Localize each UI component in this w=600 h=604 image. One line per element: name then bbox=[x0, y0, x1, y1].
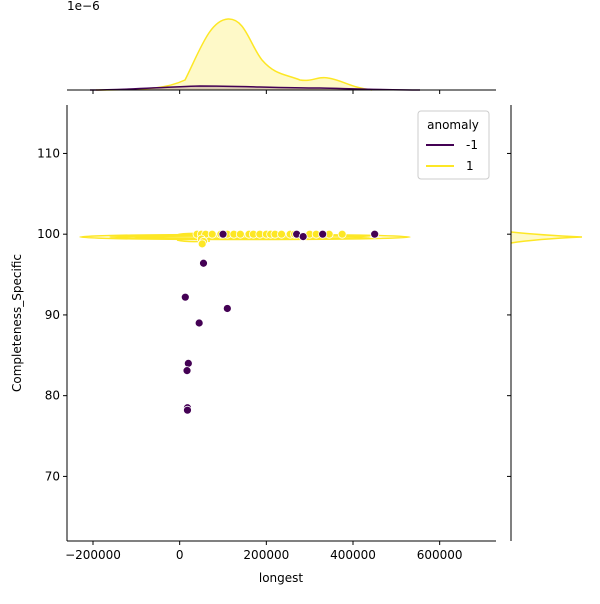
top-marginal-kde: 1e−6 bbox=[67, 0, 496, 94]
point-anomaly-1 bbox=[207, 229, 217, 239]
point-anomaly-1 bbox=[277, 229, 286, 239]
x-tick-label: −200000 bbox=[65, 548, 121, 562]
point-anomaly-1 bbox=[197, 239, 207, 249]
point-anomaly-neg1 bbox=[194, 318, 204, 328]
point-anomaly-neg1 bbox=[199, 258, 208, 268]
scatter-points bbox=[180, 229, 380, 415]
y-axis-title: Completeness_Specific bbox=[10, 254, 24, 392]
main-axes: −200000 0 200000 400000 600000 708090100110 … bbox=[10, 105, 496, 585]
legend: anomaly -1 1 bbox=[417, 110, 490, 180]
point-anomaly-neg1 bbox=[318, 229, 328, 239]
y-tick-label: 70 bbox=[45, 469, 60, 483]
y-axis-ticks: 70 80 90 100 110 bbox=[37, 146, 67, 483]
kde-fill-anomaly-1 bbox=[96, 18, 372, 90]
top-marginal-scale-label: 1e−6 bbox=[67, 0, 100, 13]
point-anomaly-neg1 bbox=[183, 405, 192, 415]
point-anomaly-neg1 bbox=[298, 232, 308, 242]
y-tick-label: 80 bbox=[45, 389, 60, 403]
right-marginal-ticks bbox=[507, 152, 511, 477]
kde-line-anomaly-neg1 bbox=[89, 85, 421, 91]
point-anomaly-neg1 bbox=[182, 366, 192, 376]
x-tick-label: 200000 bbox=[243, 548, 289, 562]
y-tick-label: 100 bbox=[37, 227, 60, 241]
x-axis-ticks: −200000 0 200000 400000 600000 bbox=[65, 541, 463, 562]
point-anomaly-1 bbox=[337, 229, 347, 239]
x-tick-label: 0 bbox=[176, 548, 184, 562]
y-tick-label: 110 bbox=[37, 146, 60, 160]
y-tick-label: 90 bbox=[45, 308, 60, 322]
right-marginal-kde bbox=[507, 105, 583, 541]
x-axis-title: longest bbox=[259, 571, 304, 585]
point-anomaly-neg1 bbox=[218, 229, 228, 239]
kde-line-right-anomaly-1 bbox=[510, 231, 583, 244]
legend-title: anomaly bbox=[427, 118, 479, 132]
point-anomaly-neg1 bbox=[370, 229, 380, 239]
point-anomaly-1 bbox=[235, 229, 245, 239]
x-tick-label: 600000 bbox=[417, 548, 463, 562]
point-anomaly-neg1 bbox=[180, 292, 190, 302]
top-marginal-ticks bbox=[92, 90, 441, 94]
point-anomaly-neg1 bbox=[183, 358, 193, 368]
x-tick-label: 400000 bbox=[330, 548, 376, 562]
legend-label-1: 1 bbox=[466, 159, 474, 173]
legend-label-neg1: -1 bbox=[466, 138, 478, 152]
point-anomaly-neg1 bbox=[222, 304, 232, 313]
kde-line-anomaly-1 bbox=[95, 18, 373, 91]
